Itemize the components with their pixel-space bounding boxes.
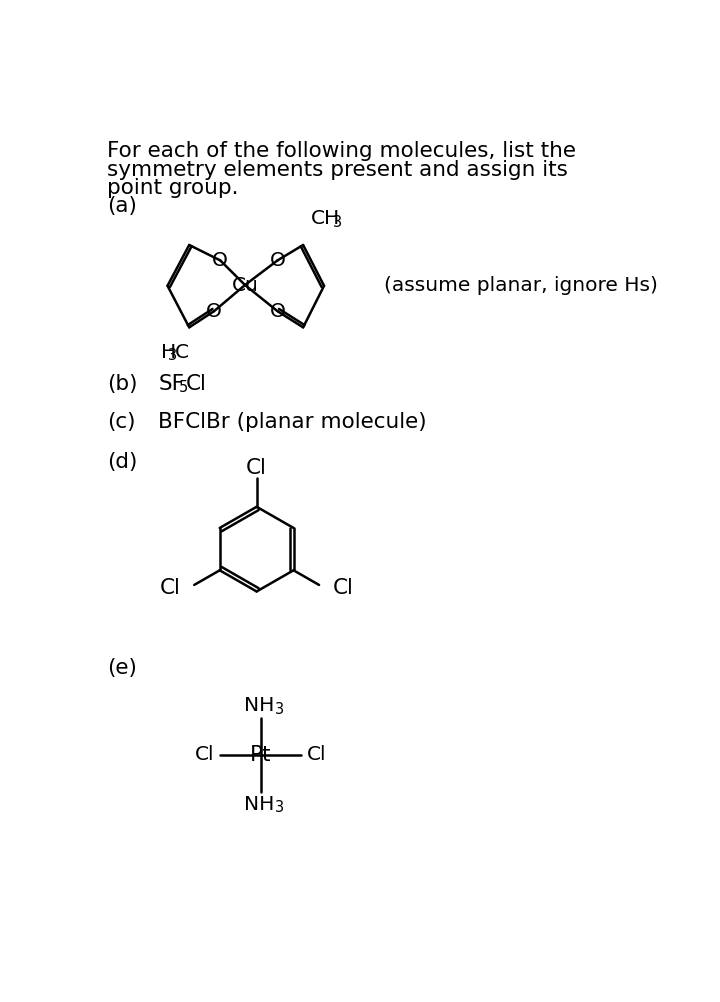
Text: O: O (269, 250, 286, 270)
Text: Cl: Cl (333, 578, 354, 598)
Text: Pt: Pt (250, 744, 271, 765)
Text: (a): (a) (107, 196, 137, 216)
Text: H: H (161, 343, 176, 362)
Text: C: C (174, 343, 189, 362)
Text: Cl: Cl (159, 578, 180, 598)
Text: Cl: Cl (195, 745, 215, 765)
Text: NH: NH (244, 795, 274, 814)
Text: Cu: Cu (232, 276, 258, 295)
Text: (d): (d) (107, 452, 138, 472)
Text: SF: SF (158, 374, 184, 394)
Text: For each of the following molecules, list the: For each of the following molecules, lis… (107, 141, 576, 161)
Text: Cl: Cl (246, 458, 267, 478)
Text: (b): (b) (107, 374, 138, 394)
Text: O: O (206, 302, 222, 321)
Text: 5: 5 (179, 380, 188, 395)
Text: (c): (c) (107, 412, 135, 432)
Text: (e): (e) (107, 658, 137, 678)
Text: point group.: point group. (107, 178, 238, 198)
Text: O: O (212, 250, 228, 270)
Text: Cl: Cl (307, 745, 326, 765)
Text: 3: 3 (274, 701, 284, 716)
Text: symmetry elements present and assign its: symmetry elements present and assign its (107, 159, 568, 179)
Text: O: O (269, 302, 286, 321)
Text: NH: NH (244, 696, 274, 715)
Text: CH: CH (311, 209, 340, 228)
Text: 3: 3 (274, 801, 284, 816)
Text: BFClBr (planar molecule): BFClBr (planar molecule) (158, 412, 427, 432)
Text: 3: 3 (168, 349, 176, 364)
Text: 3: 3 (333, 215, 342, 230)
Text: Cl: Cl (186, 374, 207, 394)
Text: (assume planar, ignore Hs): (assume planar, ignore Hs) (384, 276, 658, 295)
